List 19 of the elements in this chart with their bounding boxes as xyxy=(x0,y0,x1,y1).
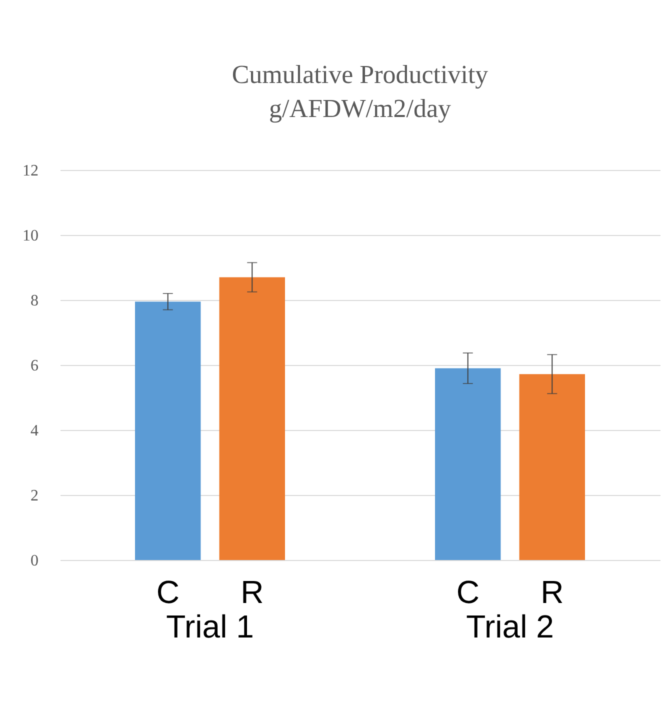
y-tick-label: 10 xyxy=(22,228,38,244)
series-label: R xyxy=(240,574,264,610)
y-tick-label: 4 xyxy=(30,422,38,440)
bar xyxy=(519,374,585,560)
y-tick-label: 2 xyxy=(30,488,38,504)
y-tick-label: 8 xyxy=(30,292,38,310)
x-tick-label: Trial 1 xyxy=(166,608,254,644)
x-tick-label: Trial 2 xyxy=(466,608,554,644)
y-tick-label: 0 xyxy=(30,552,38,570)
series-label: C xyxy=(156,574,180,610)
bar xyxy=(435,368,501,560)
chart-title: Cumulative Productivity xyxy=(232,60,488,89)
y-tick-label: 12 xyxy=(22,162,38,180)
chart-subtitle: g/AFDW/m2/day xyxy=(269,94,451,123)
text: C xyxy=(456,574,480,610)
bar xyxy=(135,302,201,560)
y-tick-label: 6 xyxy=(30,358,38,374)
bar xyxy=(219,277,285,560)
text: R xyxy=(540,574,564,610)
